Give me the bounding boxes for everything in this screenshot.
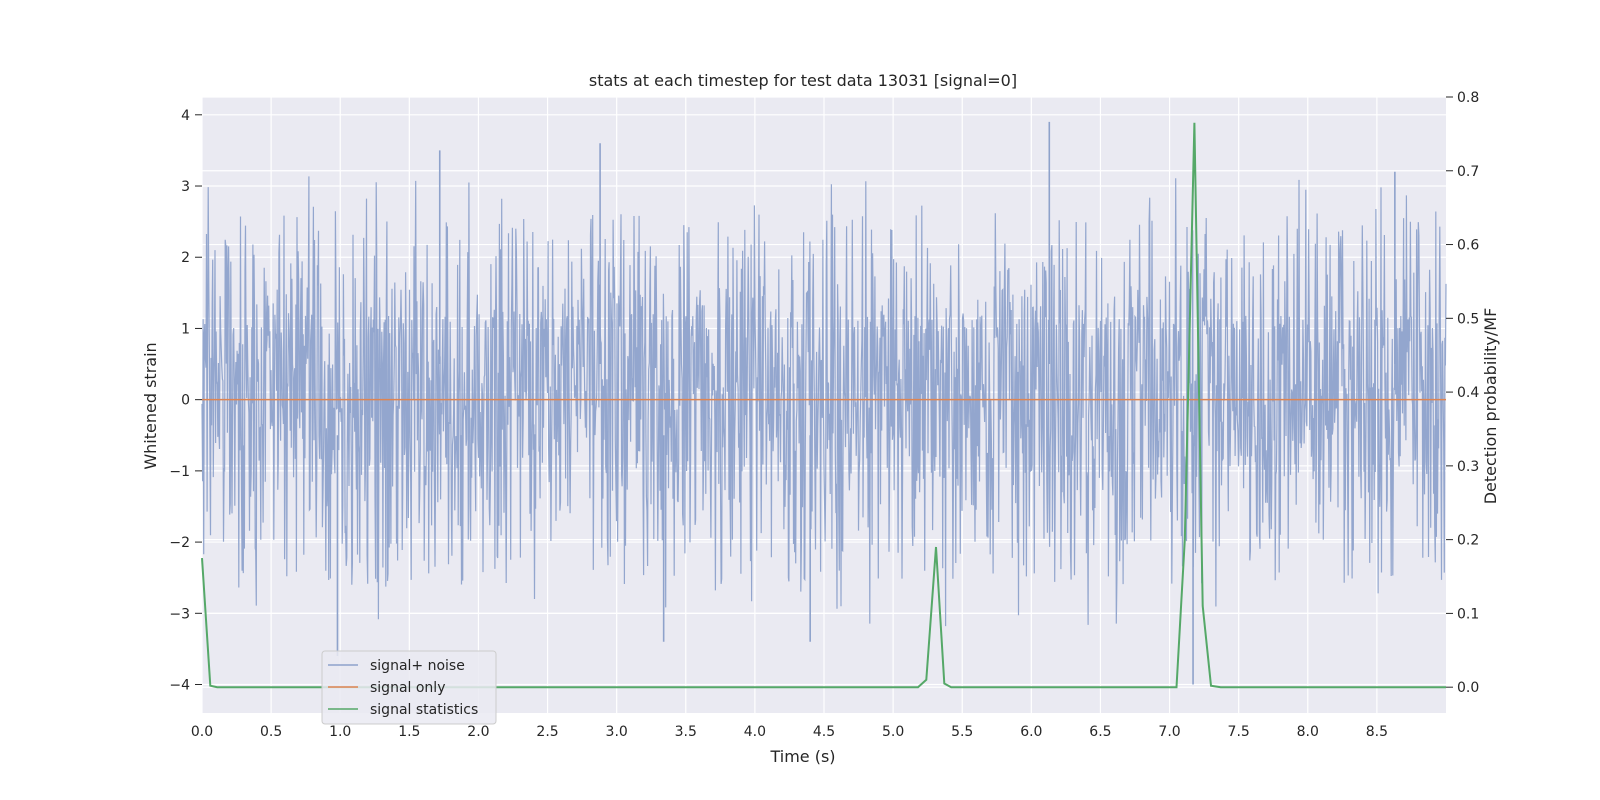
y-tick-label: 4 xyxy=(181,108,190,124)
y-tick-label: 3 xyxy=(181,179,190,195)
y-right-tick-label: 0.4 xyxy=(1457,385,1479,401)
noise-line xyxy=(201,176,1447,627)
y-right-tick-label: 0.8 xyxy=(1457,90,1479,106)
y-right-tick-label: 0.2 xyxy=(1457,533,1479,549)
signal-statistics-line xyxy=(201,122,1446,689)
y-tick-label: −1 xyxy=(169,464,190,480)
legend-label-signal-statistics: signal statistics xyxy=(370,702,478,718)
x-tick-label: 0.0 xyxy=(191,724,213,740)
x-tick-label: 4.5 xyxy=(813,724,835,740)
legend-label-signal-noise: signal+ noise xyxy=(370,658,465,674)
x-axis: 0.0 0.5 1.0 1.5 2.0 2.5 3.0 3.5 4.0 4.5 5.0 5.5 6.0 6… xyxy=(191,724,1388,740)
legend-label-signal-only: signal only xyxy=(370,680,445,696)
y-right-tick-label: 0.5 xyxy=(1457,311,1479,327)
x-tick-label: 1.5 xyxy=(398,724,420,740)
y-right-tick-label: 0.3 xyxy=(1457,459,1479,475)
x-axis-label: Time (s) xyxy=(769,747,835,766)
x-tick-label: 7.5 xyxy=(1228,724,1250,740)
y-right-tick-label: 0.7 xyxy=(1457,164,1479,180)
chart-title: stats at each timestep for test data 130… xyxy=(589,71,1017,90)
x-tick-label: 8.0 xyxy=(1297,724,1319,740)
y-right-tick-label: 0.6 xyxy=(1457,238,1479,254)
y-tick-label: −3 xyxy=(169,606,190,622)
x-tick-label: 8.5 xyxy=(1366,724,1388,740)
y-right-tick-label: 0.0 xyxy=(1457,680,1479,696)
x-tick-label: 0.5 xyxy=(260,724,282,740)
series-signal-noise xyxy=(201,121,1447,685)
x-tick-label: 5.5 xyxy=(951,724,973,740)
x-tick-label: 2.5 xyxy=(536,724,558,740)
y-axis-right-label: Detection probability/MF xyxy=(1481,308,1500,505)
y-tick-label: 2 xyxy=(181,250,190,266)
y-right-tick-label: 0.1 xyxy=(1457,606,1479,622)
y-axis-left: −4 −3 −2 −1 0 1 2 3 4 xyxy=(169,108,202,694)
y-tick-label: 1 xyxy=(181,321,190,337)
y-tick-label: 0 xyxy=(181,393,190,409)
y-axis-label: Whitened strain xyxy=(141,342,160,469)
legend-frame xyxy=(321,650,497,725)
x-tick-label: 6.0 xyxy=(1020,724,1042,740)
y-tick-label: −2 xyxy=(169,535,190,551)
x-tick-label: 6.5 xyxy=(1089,724,1111,740)
x-tick-label: 3.0 xyxy=(606,724,628,740)
x-tick-label: 5.0 xyxy=(882,724,904,740)
x-tick-label: 4.0 xyxy=(744,724,766,740)
series-signal-statistics xyxy=(201,122,1446,689)
x-tick-label: 3.5 xyxy=(675,724,697,740)
x-tick-label: 7.0 xyxy=(1158,724,1180,740)
x-tick-label: 1.0 xyxy=(329,724,351,740)
y-tick-label: −4 xyxy=(169,678,190,694)
x-tick-label: 2.0 xyxy=(467,724,489,740)
legend: signal+ noise signal only signal statist… xyxy=(321,650,497,725)
y-axis-right: 0.0 0.1 0.2 0.3 0.4 0.5 0.6 0.7 0.8 xyxy=(1446,90,1479,696)
